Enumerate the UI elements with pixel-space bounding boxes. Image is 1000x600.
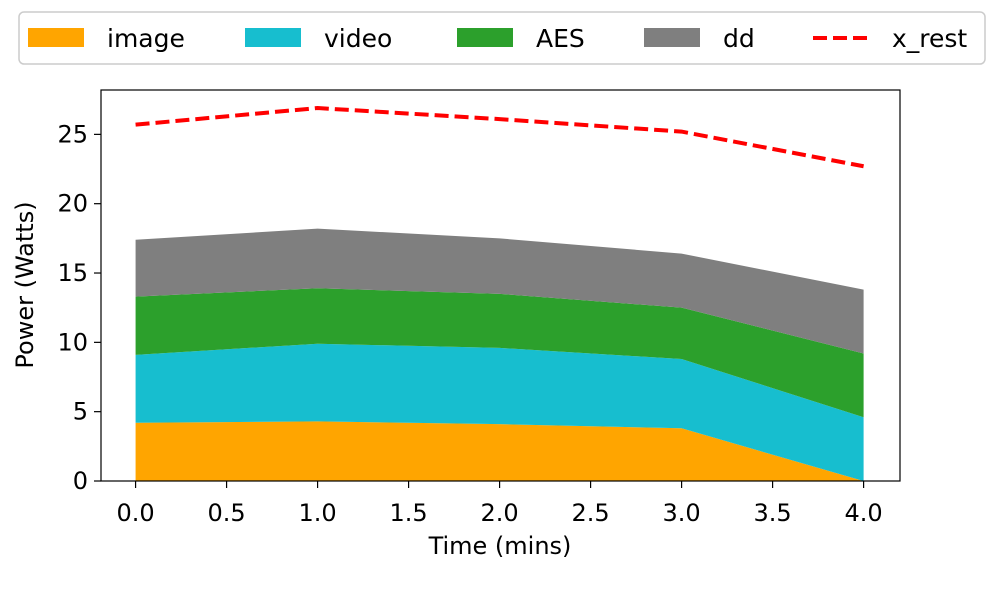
line-x-rest xyxy=(135,106,864,169)
y-tick-label: 15 xyxy=(57,259,88,287)
y-tick-label: 20 xyxy=(57,190,88,218)
x-tick-label: 0.5 xyxy=(207,499,245,527)
x-tick-label: 2.5 xyxy=(572,499,610,527)
area-dd xyxy=(135,228,864,354)
x-tick-label: 4.0 xyxy=(845,499,883,527)
x-tick-label: 1.0 xyxy=(298,499,336,527)
legend-label-aes: AES xyxy=(536,24,585,53)
x-tick-label: 3.5 xyxy=(754,499,792,527)
y-tick-label: 25 xyxy=(57,120,88,148)
area-layers xyxy=(135,228,864,481)
x-axis-ticks: 0.0 0.5 1.0 1.5 2.0 2.5 3.0 3.5 4.0 xyxy=(116,481,883,527)
x-axis-label: Time (mins) xyxy=(428,532,572,560)
legend-swatch-aes xyxy=(457,28,513,47)
plot-frame xyxy=(100,89,901,482)
legend: image video AES dd x_rest xyxy=(18,11,986,65)
y-axis-ticks: 0 5 10 15 20 25 xyxy=(57,120,101,495)
area-aes xyxy=(135,288,864,418)
x-tick-label: 2.0 xyxy=(481,499,519,527)
y-tick-label: 0 xyxy=(73,467,88,495)
legend-label-image: image xyxy=(107,24,185,53)
x-tick-label: 1.5 xyxy=(390,499,428,527)
legend-swatch-image xyxy=(28,28,84,47)
legend-label-video: video xyxy=(324,24,392,53)
x-tick-label: 3.0 xyxy=(663,499,701,527)
legend-label-dd: dd xyxy=(723,24,755,53)
area-image xyxy=(135,421,864,481)
x-tick-label: 0.0 xyxy=(116,499,154,527)
legend-swatch-video xyxy=(245,28,301,47)
y-tick-label: 10 xyxy=(57,328,88,356)
y-axis-label: Power (Watts) xyxy=(11,201,39,368)
legend-swatch-dd xyxy=(644,28,700,47)
area-video xyxy=(135,343,864,481)
y-tick-label: 5 xyxy=(73,398,88,426)
line-layers xyxy=(135,106,864,169)
legend-label-x-rest: x_rest xyxy=(892,24,967,53)
